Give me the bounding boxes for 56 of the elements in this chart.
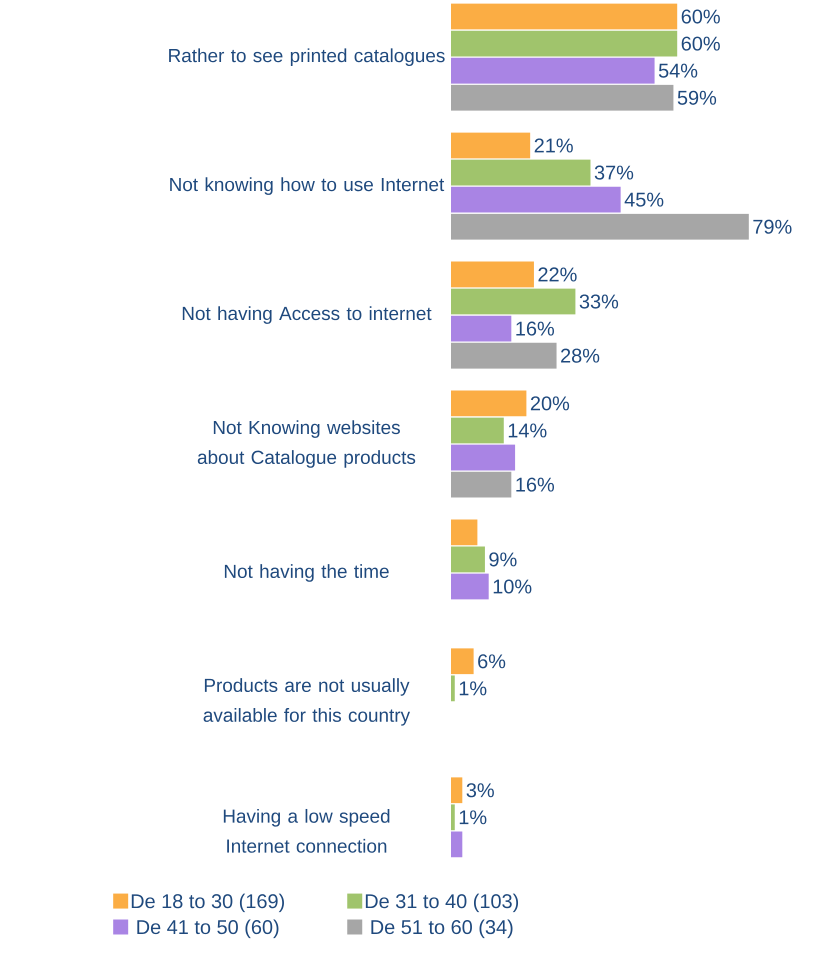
data-label: 33%: [580, 294, 618, 309]
legend-label: De 31 to 40 (103): [366, 894, 518, 912]
bar: [451, 390, 526, 416]
bar: [451, 288, 576, 314]
y-tick-label: Not having Access to internet: [182, 306, 432, 324]
data-label: 3%: [466, 783, 494, 798]
bar: [451, 84, 674, 111]
data-label: 6%: [478, 654, 506, 668]
bar: [451, 648, 474, 674]
y-tick-label: Not knowing how to use Internet: [170, 177, 444, 195]
data-label: 79%: [753, 220, 792, 234]
bar: [451, 262, 534, 288]
bar: [451, 444, 516, 470]
data-label: 54%: [658, 64, 698, 78]
data-label: 14%: [508, 423, 546, 438]
y-tick-label: Not having the time: [224, 564, 389, 582]
bar: [451, 832, 462, 858]
data-label: 37%: [594, 166, 634, 180]
bar: [451, 418, 504, 444]
data-label: 60%: [682, 36, 720, 51]
data-label: 1%: [460, 810, 486, 824]
bar: [451, 546, 485, 572]
bar: [451, 777, 462, 804]
data-label: 9%: [489, 552, 517, 566]
bar: [451, 316, 512, 342]
data-label: 16%: [516, 478, 554, 492]
data-label: 59%: [678, 90, 716, 105]
bar: [451, 675, 455, 702]
data-label: 45%: [624, 192, 664, 207]
bar: [451, 574, 489, 600]
data-label: 20%: [530, 396, 570, 410]
bar: [451, 472, 512, 498]
data-label: 22%: [538, 267, 577, 282]
y-tick-label: Rather to see printed catalogues: [169, 48, 445, 66]
legend-label: De 51 to 60 (34): [371, 920, 512, 938]
legend-label: De 18 to 30 (169): [132, 894, 284, 912]
bar: [451, 30, 678, 57]
data-label: 60%: [682, 9, 720, 24]
bar: [451, 4, 678, 30]
bar: [451, 804, 455, 830]
bar: [451, 214, 749, 240]
y-tick-label: Having a low speed Internet connection: [224, 808, 390, 853]
legend-label: De 41 to 50 (60): [137, 920, 278, 938]
data-label: 1%: [460, 681, 486, 696]
bar: [451, 186, 621, 213]
y-tick-label: Not Knowing websites about Catalogue products: [198, 420, 416, 468]
data-label: 16%: [516, 322, 554, 336]
bar: [451, 519, 478, 546]
data-label: 10%: [494, 579, 532, 594]
bar: [451, 342, 557, 369]
data-label: 21%: [534, 138, 573, 152]
data-label: 28%: [561, 348, 600, 363]
bar: [451, 132, 530, 158]
bar: [451, 58, 655, 84]
bar: [451, 160, 590, 186]
y-tick-label: Products are not usually available for this country: [204, 678, 410, 726]
